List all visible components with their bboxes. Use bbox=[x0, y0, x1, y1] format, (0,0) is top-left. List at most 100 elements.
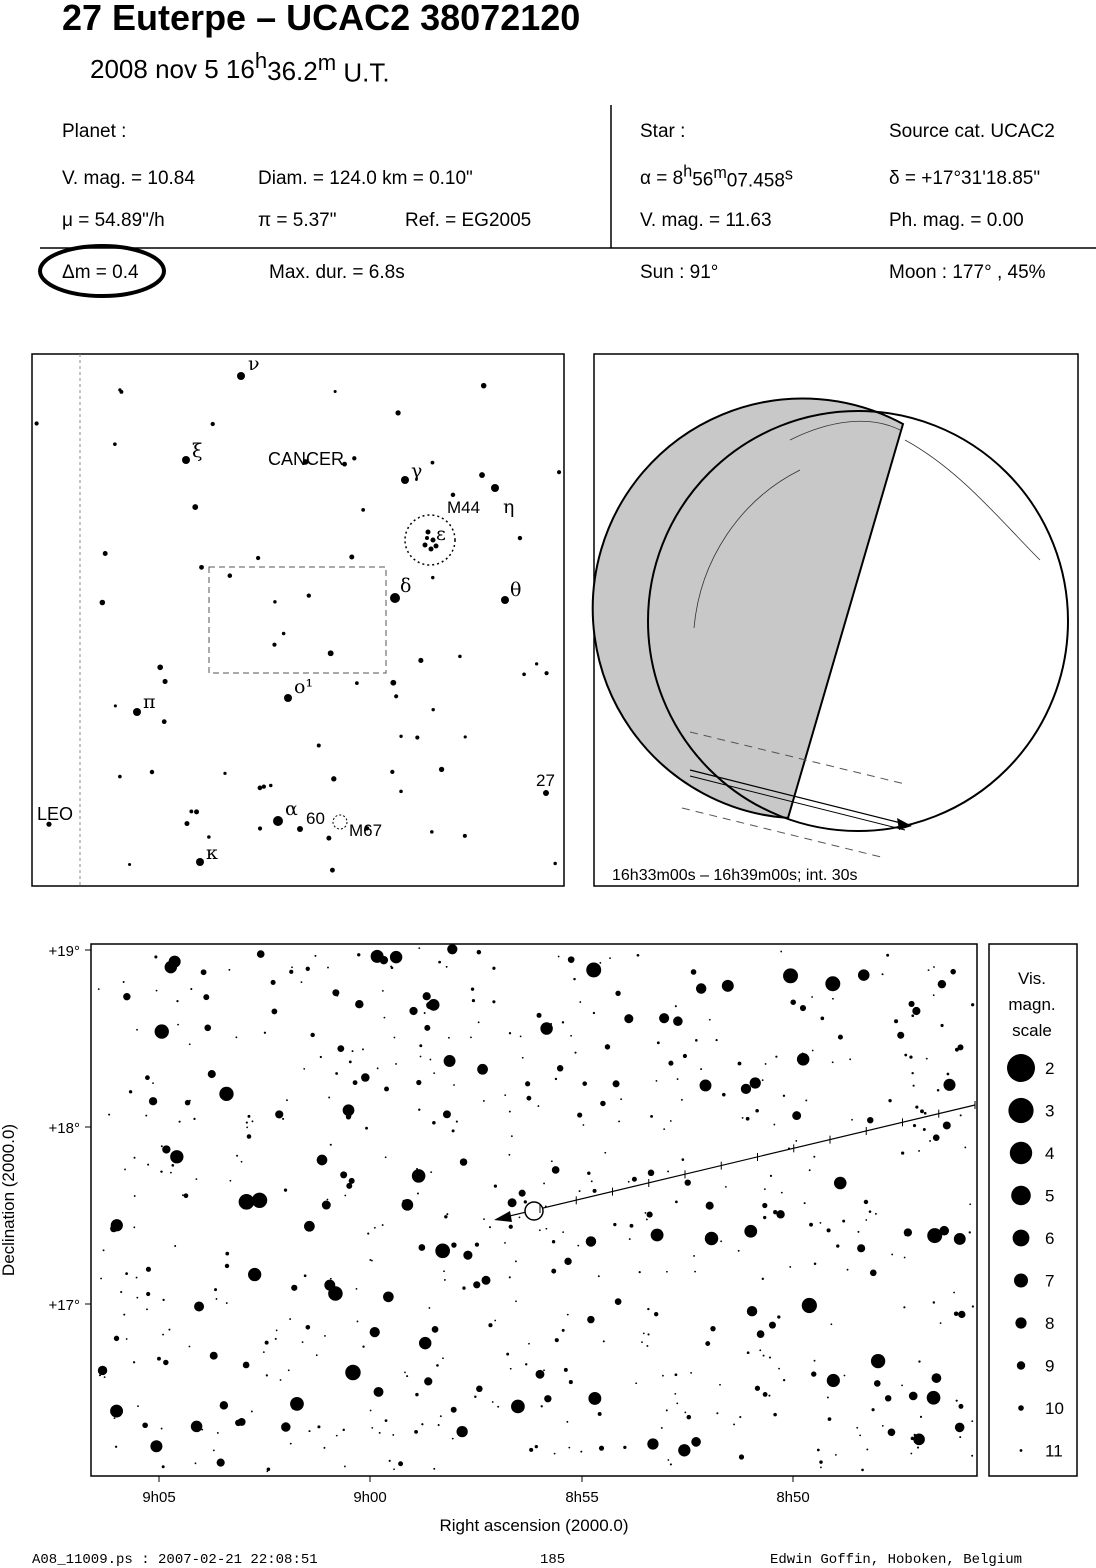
star bbox=[266, 1470, 269, 1473]
star bbox=[813, 1155, 816, 1158]
star bbox=[508, 1153, 511, 1156]
star bbox=[155, 989, 158, 992]
star bbox=[162, 1333, 164, 1336]
star bbox=[335, 1072, 338, 1075]
star bbox=[142, 1422, 148, 1429]
star bbox=[270, 979, 276, 985]
star bbox=[953, 1291, 955, 1294]
star bbox=[181, 1194, 184, 1197]
star bbox=[969, 1203, 972, 1206]
star bbox=[132, 1361, 136, 1364]
star bbox=[433, 1467, 436, 1470]
star bbox=[561, 1021, 565, 1024]
star-label: θ bbox=[510, 579, 521, 601]
star bbox=[587, 1315, 595, 1324]
star bbox=[566, 1420, 569, 1423]
star bbox=[926, 1390, 941, 1405]
star bbox=[317, 1425, 321, 1429]
star bbox=[102, 1249, 105, 1252]
star bbox=[421, 1423, 424, 1426]
star bbox=[348, 1060, 352, 1064]
star bbox=[918, 1149, 920, 1152]
star bbox=[574, 1051, 577, 1054]
star bbox=[913, 1433, 925, 1446]
star bbox=[281, 631, 286, 636]
star bbox=[567, 956, 575, 963]
star bbox=[813, 1262, 817, 1266]
star bbox=[447, 944, 458, 955]
star bbox=[954, 1422, 965, 1433]
star bbox=[761, 1079, 764, 1082]
star bbox=[508, 1276, 511, 1279]
star bbox=[631, 1176, 637, 1182]
superscript: m bbox=[318, 50, 336, 75]
star bbox=[163, 1359, 169, 1366]
x-axis-label: Right ascension (2000.0) bbox=[439, 1516, 628, 1535]
star bbox=[419, 1055, 422, 1058]
star bbox=[755, 1108, 759, 1113]
star bbox=[939, 1225, 950, 1236]
star bbox=[556, 470, 562, 475]
limit-line bbox=[681, 807, 886, 859]
text-part: 56 bbox=[692, 169, 713, 190]
star bbox=[369, 1326, 380, 1338]
star bbox=[367, 1232, 370, 1235]
star bbox=[376, 1067, 379, 1070]
star bbox=[537, 1105, 540, 1107]
star bbox=[580, 1450, 583, 1453]
star bbox=[336, 994, 339, 997]
star bbox=[739, 1415, 742, 1419]
star bbox=[801, 1052, 804, 1055]
star bbox=[508, 1032, 512, 1035]
star bbox=[162, 1145, 171, 1154]
star bbox=[308, 1430, 311, 1433]
star bbox=[724, 1185, 727, 1188]
star bbox=[780, 950, 783, 953]
star bbox=[431, 707, 435, 712]
star bbox=[851, 1118, 853, 1121]
star bbox=[362, 1048, 364, 1051]
star bbox=[508, 1224, 513, 1229]
star bbox=[958, 1310, 966, 1319]
star bbox=[566, 1313, 569, 1316]
star bbox=[343, 1465, 346, 1468]
star bbox=[236, 1154, 239, 1157]
star bbox=[193, 1117, 196, 1121]
star bbox=[544, 1205, 547, 1208]
star bbox=[866, 1448, 869, 1451]
star bbox=[256, 950, 265, 958]
star bbox=[424, 1377, 433, 1386]
star bbox=[943, 1078, 956, 1091]
x-tick-label: 8h55 bbox=[565, 1489, 598, 1506]
legend-label: 9 bbox=[1045, 1357, 1054, 1376]
star bbox=[257, 826, 263, 831]
star bbox=[212, 1449, 215, 1452]
star bbox=[476, 949, 482, 955]
star bbox=[331, 776, 337, 782]
star bbox=[832, 997, 834, 1000]
star bbox=[874, 1212, 877, 1215]
star bbox=[663, 1128, 666, 1131]
star bbox=[799, 1004, 807, 1012]
star bbox=[483, 1218, 485, 1221]
subtitle: 2008 nov 5 16h36.2m U.T. bbox=[90, 48, 390, 87]
star bbox=[775, 1055, 778, 1058]
star bbox=[251, 1192, 268, 1208]
star-vmag: V. mag. = 11.63 bbox=[640, 210, 772, 231]
star bbox=[257, 785, 263, 791]
star-label: 27 bbox=[536, 771, 555, 790]
star bbox=[108, 1113, 111, 1116]
star bbox=[304, 1220, 315, 1232]
legend-dot bbox=[1007, 1054, 1035, 1082]
star bbox=[719, 1383, 721, 1386]
star-chart: Declination (2000.0) Right ascension (20… bbox=[0, 943, 1078, 1535]
star bbox=[199, 564, 204, 570]
star bbox=[265, 1374, 269, 1377]
star bbox=[666, 1270, 668, 1273]
star bbox=[235, 1036, 238, 1039]
star bbox=[910, 1452, 913, 1455]
star bbox=[170, 1150, 184, 1164]
star bbox=[609, 957, 611, 960]
star bbox=[638, 1271, 641, 1274]
star bbox=[518, 1189, 526, 1197]
